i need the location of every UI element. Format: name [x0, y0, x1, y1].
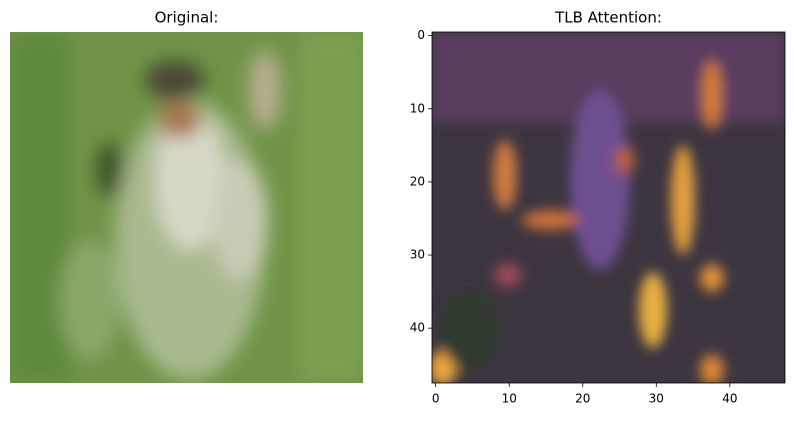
y-tick-label: 10 [410, 101, 425, 115]
x-tick-label: 10 [502, 392, 517, 406]
subplot-title: Original: [155, 9, 219, 27]
subplot-title: TLB Attention: [554, 9, 662, 27]
original-image [10, 32, 363, 383]
x-tick-label: 40 [722, 392, 737, 406]
y-tick-label: 30 [410, 248, 425, 262]
y-tick-label: 20 [410, 174, 425, 188]
axes-frame [431, 31, 786, 384]
y-tick-label: 40 [410, 321, 425, 335]
x-tick-label: 0 [432, 392, 440, 406]
attention-image [432, 32, 785, 383]
x-tick-label: 30 [649, 392, 664, 406]
y-tick-label: 0 [417, 28, 425, 42]
x-tick-label: 20 [575, 392, 590, 406]
